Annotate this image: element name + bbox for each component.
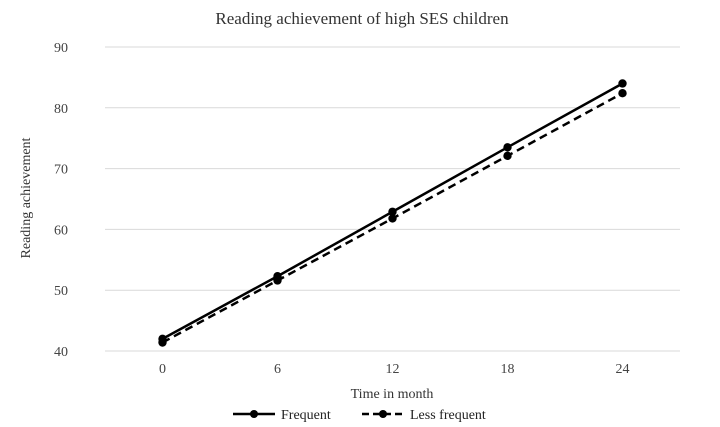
series-1	[158, 79, 627, 344]
data-point-2-3	[503, 151, 512, 161]
x-tick-label-12: 12	[386, 362, 400, 377]
data-point-2-1	[273, 276, 282, 285]
x-axis-ticks: 0 6 12 18 24	[159, 362, 630, 377]
data-point-2-2	[388, 214, 397, 223]
x-axis-label: Time in month	[351, 387, 434, 402]
gridlines	[105, 46, 680, 352]
series-group	[158, 79, 627, 347]
legend-item-1: Frequent	[233, 408, 331, 423]
series-2	[158, 89, 627, 347]
data-point-1-3	[503, 143, 512, 152]
data-point-2-0	[158, 338, 167, 347]
data-point-1-2	[388, 207, 397, 216]
y-axis-ticks: 40 50 60 70 80 90	[54, 41, 68, 360]
x-tick-label-18: 18	[501, 362, 515, 377]
y-tick-label-50: 50	[54, 284, 68, 299]
x-tick-label-24: 24	[616, 362, 630, 377]
legend-label-1: Frequent	[281, 408, 331, 423]
y-tick-label-60: 60	[54, 223, 68, 238]
y-tick-label-80: 80	[54, 102, 68, 117]
legend: Frequent Less frequent	[233, 408, 486, 423]
x-tick-label-0: 0	[159, 362, 166, 377]
data-point-1-4	[618, 79, 627, 88]
data-point-2-4	[618, 89, 627, 98]
x-tick-label-6: 6	[274, 362, 281, 377]
y-tick-label-70: 70	[54, 163, 68, 178]
legend-marker-1	[250, 410, 258, 418]
y-tick-label-40: 40	[54, 345, 68, 360]
legend-label-2: Less frequent	[410, 408, 486, 423]
legend-item-2: Less frequent	[362, 408, 486, 423]
y-axis-label: Reading achievement	[19, 137, 34, 258]
legend-marker-2	[379, 410, 387, 418]
y-tick-label-90: 90	[54, 41, 68, 56]
chart-title: Reading achievement of high SES children	[215, 9, 509, 28]
